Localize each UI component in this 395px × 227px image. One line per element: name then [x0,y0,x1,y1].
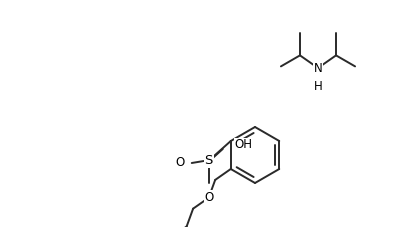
Text: O: O [175,156,185,170]
Text: O: O [204,191,213,204]
Text: N: N [314,62,322,74]
Text: OH: OH [235,138,253,151]
Text: H: H [314,80,322,93]
Text: S: S [205,155,213,168]
